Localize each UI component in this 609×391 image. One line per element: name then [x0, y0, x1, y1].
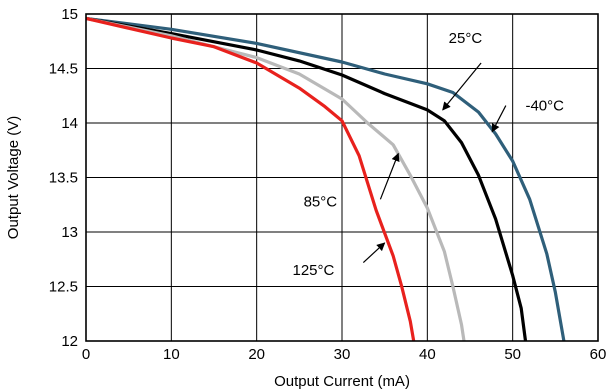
y-tick-label: 14.5: [49, 61, 78, 78]
series-lines: [85, 16, 566, 342]
series-line: [85, 16, 416, 342]
plot-border: [85, 13, 599, 342]
y-tick-label: 12.5: [49, 279, 78, 296]
x-tick-label: 0: [82, 346, 90, 363]
series-line: [85, 16, 466, 342]
x-tick-label: 20: [248, 346, 265, 363]
annotation-arrow: [491, 105, 507, 133]
x-tick-label: 40: [419, 346, 436, 363]
x-tick-label: 10: [163, 346, 180, 363]
y-tick-label: 12: [61, 333, 78, 350]
annotation-arrow: [442, 62, 482, 111]
tick-labels: 0 10 20 30 40 50 60 12 12.5 13 13.5 14 14.5 15: [49, 6, 607, 363]
annotations: 25°C -40°C 85°C 125°C: [293, 30, 565, 279]
annotation-label: -40°C: [525, 98, 564, 115]
annotation-arrow: [362, 242, 386, 263]
x-tick-label: 30: [334, 346, 351, 363]
y-tick-label: 13: [61, 224, 78, 241]
y-axis-title: Output Voltage (V): [5, 116, 22, 239]
y-tick-label: 14: [61, 115, 78, 132]
y-tick-label: 15: [61, 6, 78, 23]
plot-frame: [85, 13, 599, 342]
annotation-label: 25°C: [449, 30, 483, 47]
annotation-label: 125°C: [293, 262, 335, 279]
series-line: [85, 16, 528, 342]
x-tick-label: 60: [590, 346, 607, 363]
annotation-label: 85°C: [304, 193, 338, 210]
annotation-arrow: [379, 152, 400, 200]
series-line: [85, 16, 566, 342]
x-axis-title: Output Current (mA): [274, 373, 410, 390]
x-tick-label: 50: [504, 346, 521, 363]
y-tick-label: 13.5: [49, 170, 78, 187]
